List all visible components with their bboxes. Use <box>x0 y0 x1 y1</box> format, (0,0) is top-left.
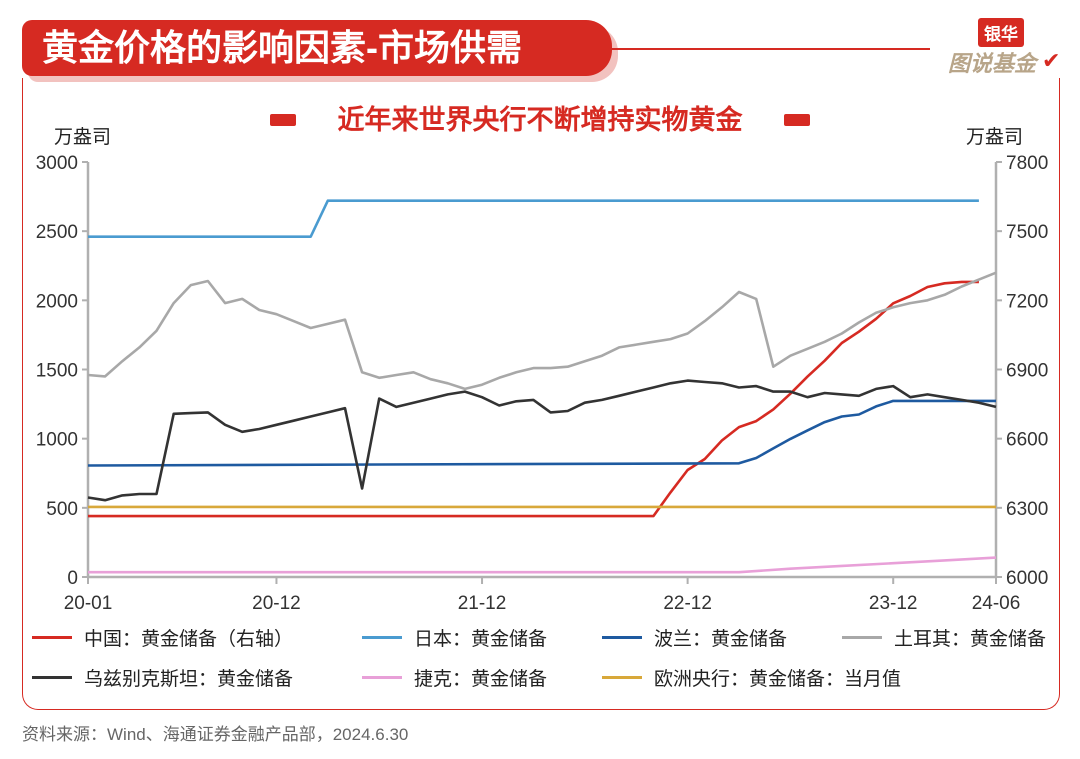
x-tick-label: 22-12 <box>663 593 712 614</box>
page-title: 黄金价格的影响因素-市场供需 <box>22 20 612 76</box>
x-tick-label: 24-06 <box>972 593 1021 614</box>
x-tick-label: 21-12 <box>458 593 507 614</box>
legend-swatch <box>602 676 642 679</box>
chart-title: 近年来世界央行不断增持实物黄金 <box>337 105 743 135</box>
title-deco-left <box>270 114 296 126</box>
legend-swatch <box>32 676 72 679</box>
legend-item: 中国：黄金储备（右轴） <box>32 624 293 651</box>
series-line-0 <box>88 280 979 518</box>
legend-label: 日本：黄金储备 <box>414 629 548 650</box>
brand-logo: 银华 图说基金 ✔ <box>948 18 1060 78</box>
y-tick-label-left: 2500 <box>36 222 78 243</box>
legend-swatch <box>842 636 882 639</box>
legend-item: 乌兹别克斯坦：黄金储备 <box>32 664 293 691</box>
legend-swatch <box>32 636 72 639</box>
y-tick-label-right: 6300 <box>1006 499 1048 520</box>
legend-item: 日本：黄金储备 <box>362 624 547 651</box>
legend-label: 欧洲央行：黄金储备：当月值 <box>654 669 902 690</box>
y-tick-label-right: 6900 <box>1006 361 1048 382</box>
legend-item: 捷克：黄金储备 <box>362 664 547 691</box>
series-line-1 <box>88 199 979 238</box>
title-deco-right <box>784 114 810 126</box>
series-line-3 <box>87 271 997 391</box>
y-tick-label-right: 6600 <box>1006 430 1048 451</box>
y-tick-label-left: 1000 <box>36 430 78 451</box>
series-line-5 <box>88 556 997 574</box>
check-icon: ✔ <box>1042 48 1061 73</box>
legend-item: 波兰：黄金储备 <box>602 624 787 651</box>
title-divider <box>612 48 930 50</box>
series-line-2 <box>87 399 996 467</box>
y-axis-unit-right: 万盎司 <box>966 127 1024 148</box>
y-tick-label-left: 0 <box>67 568 78 589</box>
source-note: 资料来源：Wind、海通证券金融产品部，2024.6.30 <box>22 725 409 744</box>
legend-swatch <box>602 636 642 639</box>
chart-frame <box>22 78 1060 710</box>
y-tick-label-left: 500 <box>46 499 78 520</box>
series-line-4 <box>87 379 997 502</box>
legend-label: 中国：黄金储备（右轴） <box>84 629 294 650</box>
legend-swatch <box>362 636 402 639</box>
legend-swatch <box>362 676 402 679</box>
y-tick-label-right: 7800 <box>1006 153 1048 174</box>
logo-badge-text: 银华 <box>978 18 1024 47</box>
logo-text: 图说基金 <box>948 51 1037 76</box>
legend-label: 乌兹别克斯坦：黄金储备 <box>84 669 294 690</box>
legend-label: 捷克：黄金储备 <box>414 669 548 690</box>
y-tick-label-left: 3000 <box>36 153 78 174</box>
y-tick-label-right: 7200 <box>1006 291 1048 312</box>
legend-label: 土耳其：黄金储备 <box>894 629 1047 650</box>
x-tick-label: 20-01 <box>64 593 113 614</box>
y-tick-label-left: 1500 <box>36 361 78 382</box>
legend-item: 土耳其：黄金储备 <box>842 624 1046 651</box>
x-tick-label: 20-12 <box>252 593 301 614</box>
chart-legend: 中国：黄金储备（右轴） 日本：黄金储备 波兰：黄金储备 土耳其：黄金储备乌兹别克斯坦：… <box>32 624 1062 704</box>
y-tick-label-left: 2000 <box>36 291 78 312</box>
y-tick-label-right: 6000 <box>1006 568 1048 589</box>
y-axis-unit-left: 万盎司 <box>54 127 112 148</box>
x-tick-label: 23-12 <box>869 593 918 614</box>
legend-label: 波兰：黄金储备 <box>654 629 788 650</box>
legend-item: 欧洲央行：黄金储备：当月值 <box>602 664 901 691</box>
y-tick-label-right: 7500 <box>1006 222 1048 243</box>
chart-title-wrap: 近年来世界央行不断增持实物黄金 <box>266 100 814 140</box>
